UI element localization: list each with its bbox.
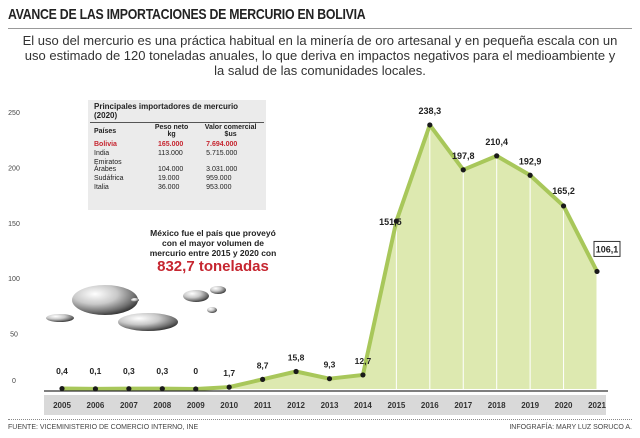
x-tick-label: 2006 (87, 401, 105, 410)
x-tick-label: 2019 (521, 401, 539, 410)
x-tick-label: 2007 (120, 401, 138, 410)
table-cell: 5.715.000 (206, 150, 238, 157)
data-point (460, 167, 466, 173)
data-label: 8,7 (257, 360, 269, 370)
x-tick-label: 2016 (421, 401, 439, 410)
table-cell: 113.000 (157, 150, 183, 157)
x-tick-label: 2008 (153, 401, 171, 410)
y-tick-label: 250 (8, 110, 20, 117)
source: FUENTE: VICEMINISTERIO DE COMERCIO INTER… (8, 424, 199, 431)
data-point (92, 386, 99, 392)
table-cell: 104.000 (157, 166, 184, 173)
credit: INFOGRAFÍA: MARY LUZ SORUCO A. (509, 424, 632, 431)
data-point (293, 368, 299, 375)
x-tick-label: 2013 (321, 401, 339, 410)
data-point (260, 376, 266, 382)
table-cell: Emiratos Árabes (94, 159, 122, 173)
x-tick-label: 2005 (53, 401, 71, 410)
data-label: 151,5 (379, 217, 402, 227)
data-label: 15,8 (288, 352, 305, 362)
data-point (494, 153, 500, 159)
data-point (193, 386, 199, 392)
table-row: Emiratos Árabes 104.000 3.031.000 (92, 158, 266, 174)
data-point (393, 218, 399, 224)
data-point (59, 385, 65, 392)
data-label: 0,1 (90, 366, 102, 376)
x-tick-label: 2012 (287, 401, 305, 410)
table-row: India 113.000 5.715.000 (92, 149, 266, 158)
y-tick-label: 100 (8, 276, 20, 283)
table-cell: India (94, 150, 110, 157)
data-point (427, 122, 433, 128)
table-row: Bolivia 165.000 7.694.000 (92, 140, 266, 149)
mexico-note: México fue el país que proveyó con el ma… (148, 228, 278, 275)
y-tick-label: 0 (12, 378, 16, 385)
data-label: 1,7 (223, 368, 235, 378)
header-weight: Peso neto kg (154, 124, 189, 138)
data-label: 12,7 (355, 356, 372, 366)
data-point (560, 203, 567, 209)
y-tick-label: 50 (10, 332, 18, 339)
data-label: 0,3 (123, 366, 135, 376)
header-country: Países (94, 127, 117, 135)
x-tick-label: 2009 (187, 401, 205, 410)
data-label: 210,4 (485, 137, 508, 147)
table-cell: Sudáfrica (94, 175, 124, 182)
data-point (326, 376, 333, 382)
table-cell: 953.000 (206, 184, 232, 191)
table-title: Principales importadores de mercurio (20… (90, 100, 264, 123)
last-value-box (593, 240, 621, 257)
data-point (594, 268, 600, 275)
data-point (126, 386, 132, 392)
y-tick-label: 150 (8, 221, 20, 228)
data-point (360, 372, 366, 378)
data-label: 165,2 (552, 186, 575, 196)
mercury-drops-illustration (46, 285, 226, 331)
note-text: México fue el país que proveyó con el ma… (149, 228, 277, 258)
table-cell: 959.000 (206, 175, 232, 182)
subtitle: El uso del mercurio es una práctica habi… (22, 33, 618, 78)
data-label: 9,3 (324, 360, 336, 370)
x-tick-label: 2021 (588, 401, 606, 410)
data-point (159, 386, 165, 392)
table-row: Sudáfrica 19.000 959.000 (92, 174, 266, 183)
data-label: 192,9 (519, 156, 542, 166)
x-tick-label: 2017 (454, 401, 472, 410)
header-value: Valor comercial $us (204, 124, 257, 138)
table-cell: 19.000 (157, 175, 180, 182)
footer-divider (8, 419, 632, 420)
x-tick-label: 2011 (254, 401, 272, 410)
x-tick-label: 2014 (354, 401, 372, 410)
data-label: 0 (193, 366, 198, 376)
table-cell: Bolivia (94, 141, 117, 148)
y-tick-label: 200 (8, 165, 20, 172)
data-label: 0,4 (56, 366, 68, 376)
table-cell: 7.694.000 (206, 141, 238, 148)
x-tick-label: 2010 (220, 401, 238, 410)
title-divider (8, 28, 632, 29)
importers-table: Principales importadores de mercurio (20… (88, 100, 266, 210)
table-row: Italia 36.000 953.000 (92, 183, 266, 192)
table-cell: Italia (94, 184, 109, 191)
table-cell: 165.000 (157, 141, 184, 148)
table-cell: 36.000 (157, 184, 180, 191)
x-axis-band (44, 395, 606, 415)
data-point (527, 172, 533, 178)
x-tick-label: 2020 (555, 401, 573, 410)
data-point (226, 384, 232, 390)
data-label: 0,3 (156, 366, 168, 376)
data-label: 106,1 (596, 244, 619, 254)
data-label: 197,8 (452, 151, 475, 161)
title: AVANCE DE LAS IMPORTACIONES DE MERCURIO … (8, 6, 366, 23)
x-tick-label: 2015 (387, 401, 405, 410)
table-cell: 3.031.000 (206, 166, 238, 173)
data-label: 238,3 (419, 106, 442, 116)
note-highlight: 832,7 toneladas (157, 258, 269, 275)
x-tick-label: 2018 (488, 401, 506, 410)
